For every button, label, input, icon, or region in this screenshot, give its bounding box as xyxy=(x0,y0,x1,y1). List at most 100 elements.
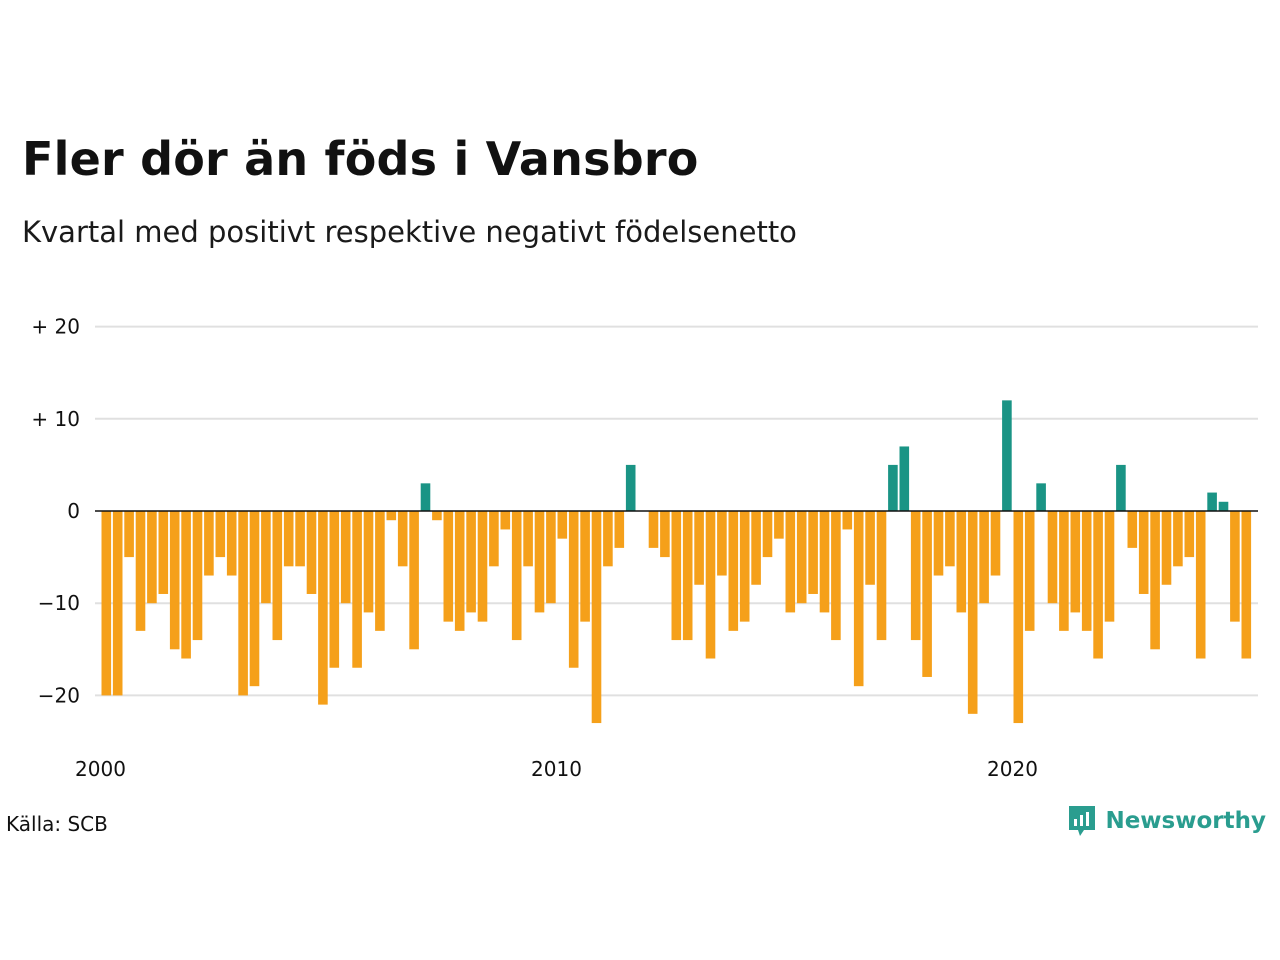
bar xyxy=(1127,511,1138,548)
bar xyxy=(226,511,237,576)
bar xyxy=(397,511,408,567)
bar xyxy=(625,464,636,511)
y-tick-label: + 20 xyxy=(31,315,80,339)
bar xyxy=(956,511,967,613)
bar xyxy=(774,511,784,539)
bar xyxy=(785,511,796,613)
bar xyxy=(739,511,750,622)
brand-logo: Newsworthy xyxy=(1067,804,1266,838)
bar xyxy=(1150,511,1160,650)
bar xyxy=(386,511,397,521)
bar xyxy=(112,511,123,696)
bar xyxy=(876,511,887,641)
bar xyxy=(318,511,328,705)
bar xyxy=(967,511,978,714)
bar xyxy=(648,511,659,548)
bar xyxy=(660,511,670,558)
bar xyxy=(580,511,590,622)
bar xyxy=(831,511,841,641)
bar xyxy=(819,511,830,613)
bar xyxy=(1093,511,1103,659)
y-tick-label: 0 xyxy=(67,499,80,523)
bar xyxy=(717,511,727,576)
bar xyxy=(899,446,910,511)
y-axis-labels: + 20 + 10 0 −10 −20 xyxy=(31,315,80,708)
bar xyxy=(1161,511,1172,585)
bar xyxy=(990,511,1001,576)
y-tick-label: −10 xyxy=(38,591,80,615)
bar xyxy=(169,511,180,650)
bar xyxy=(511,511,522,641)
bar xyxy=(352,511,362,668)
bar xyxy=(671,511,682,641)
bar xyxy=(910,511,921,641)
bar xyxy=(432,511,442,521)
bar xyxy=(1002,400,1012,511)
bar xyxy=(375,511,385,631)
bar xyxy=(751,511,761,585)
x-axis-labels: 2000 2010 2020 xyxy=(75,757,1038,781)
bar xyxy=(500,511,511,530)
brand-name: Newsworthy xyxy=(1105,808,1266,834)
bars xyxy=(101,400,1252,724)
bar xyxy=(534,511,545,613)
bar xyxy=(1173,511,1183,567)
bar xyxy=(204,511,214,576)
x-tick-label: 2000 xyxy=(75,757,126,781)
bar xyxy=(1024,511,1035,631)
bar xyxy=(477,511,488,622)
newsworthy-logo-icon xyxy=(1069,806,1096,836)
bar xyxy=(283,511,294,567)
bar xyxy=(568,511,579,668)
bar xyxy=(1047,511,1058,604)
bar xyxy=(295,511,305,567)
bar xyxy=(306,511,317,594)
bar xyxy=(1104,511,1115,622)
bar xyxy=(1230,511,1240,622)
bar xyxy=(796,511,807,604)
bar xyxy=(945,511,955,567)
bar xyxy=(728,511,739,631)
bar xyxy=(238,511,248,696)
bar xyxy=(922,511,932,677)
bar xyxy=(215,511,226,558)
chart-subtitle: Kvartal med positivt respektive negativt… xyxy=(22,215,797,249)
bar xyxy=(1013,511,1024,724)
bar xyxy=(466,511,476,613)
bar xyxy=(249,511,260,687)
bar xyxy=(694,511,704,585)
bar xyxy=(181,511,191,659)
bar xyxy=(489,511,499,567)
bar xyxy=(1138,511,1149,594)
bar xyxy=(135,511,146,631)
bar xyxy=(261,511,271,604)
bar xyxy=(158,511,169,594)
bar xyxy=(147,511,157,604)
bar xyxy=(454,511,465,631)
bar xyxy=(340,511,351,604)
bar xyxy=(603,511,613,567)
bar xyxy=(705,511,716,659)
bar xyxy=(546,511,556,604)
chart-title: Fler dör än föds i Vansbro xyxy=(22,132,699,186)
bar xyxy=(682,511,693,641)
bar xyxy=(523,511,533,567)
bar xyxy=(979,511,989,604)
bar xyxy=(420,483,431,511)
bar xyxy=(842,511,853,530)
bar xyxy=(192,511,203,641)
bar xyxy=(1207,492,1217,511)
bar xyxy=(363,511,374,613)
x-tick-label: 2020 xyxy=(987,757,1038,781)
bar xyxy=(1241,511,1252,659)
x-tick-label: 2010 xyxy=(531,757,582,781)
bar xyxy=(1184,511,1195,558)
bar xyxy=(853,511,864,687)
bar xyxy=(808,511,818,594)
bar xyxy=(1036,483,1046,511)
bar xyxy=(1081,511,1092,631)
bar xyxy=(1218,501,1229,511)
y-tick-label: + 10 xyxy=(31,407,80,431)
bar xyxy=(888,464,898,511)
